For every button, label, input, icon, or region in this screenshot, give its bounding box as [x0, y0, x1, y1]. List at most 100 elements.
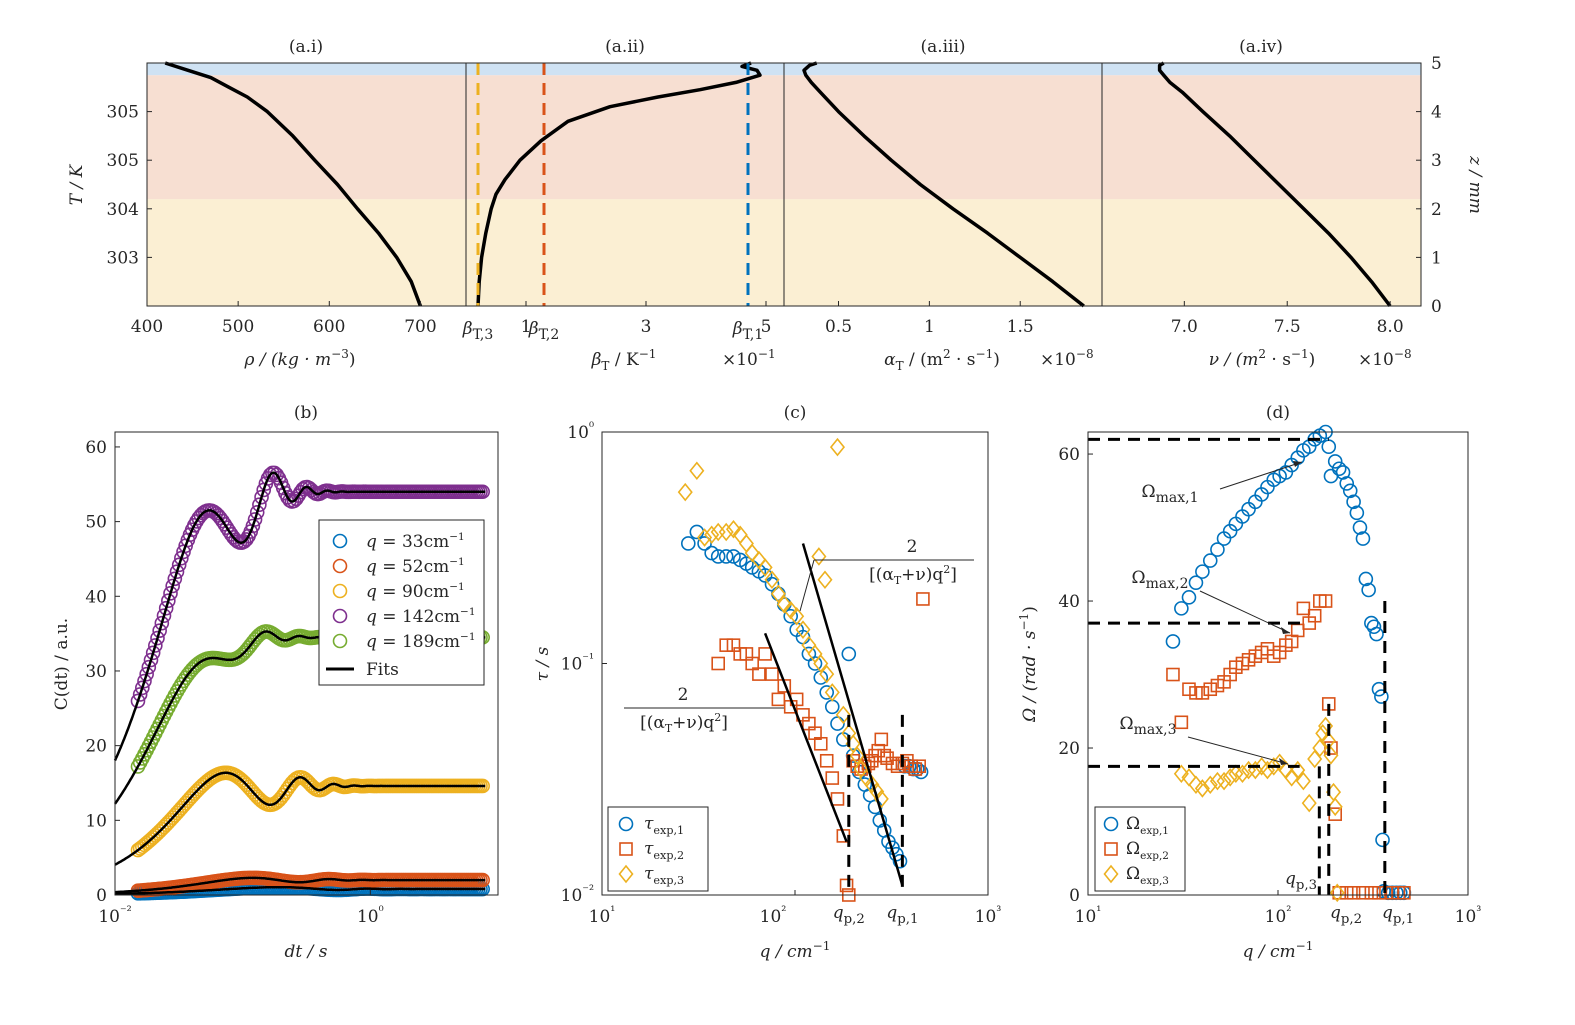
data-point-c-3 — [829, 437, 846, 457]
legend-marker-b-5 — [332, 633, 348, 649]
data-point-b-4 — [132, 687, 148, 702]
data-point-b-4 — [156, 608, 172, 623]
data-point-b-4 — [143, 652, 159, 668]
title-a-iii: (a.iii) — [920, 37, 965, 57]
data-point-c-3 — [813, 654, 829, 673]
data-point-c-3 — [677, 482, 693, 502]
data-point-c-2 — [719, 638, 733, 652]
ytick-label-a-right: 3 — [1431, 151, 1442, 171]
data-point-c-1 — [689, 524, 705, 540]
data-point-b-4 — [152, 623, 167, 638]
data-point-b-4 — [239, 532, 254, 547]
data-point-d-3 — [1173, 764, 1189, 784]
data-point-c-2 — [916, 592, 930, 606]
ytick-label-a-left: 305 — [107, 103, 139, 123]
xtick-label-a-2: 1 — [521, 317, 532, 337]
ytick-label-c: 10⁻¹ — [561, 651, 594, 675]
data-point-b-4 — [135, 680, 150, 696]
data-point-d-2 — [1307, 608, 1322, 623]
a-beta-markers — [476, 63, 750, 306]
data-point-d-3 — [1327, 797, 1343, 817]
ylabel-b: C(dt) / a.u. — [52, 618, 72, 710]
data-point-b-4 — [137, 673, 152, 689]
ytick-label-d: 0 — [1069, 886, 1080, 906]
beta-marker-label-1: βT,3 — [462, 319, 493, 343]
data-point-b-4 — [165, 578, 180, 594]
title-d: (d) — [1266, 403, 1290, 423]
data-point-c-2 — [885, 756, 900, 771]
profile-curve-2 — [476, 61, 762, 307]
legend-label-c-1: τexp,1 — [644, 814, 684, 837]
xtick-label-c: 10¹ — [589, 903, 616, 927]
data-point-c-2 — [758, 647, 772, 661]
data-point-c-3 — [789, 606, 805, 626]
data-point-d-1 — [1331, 461, 1347, 477]
frac-left-den: [(αT+ν)q2] — [640, 711, 728, 735]
legend-marker-b-2 — [332, 558, 348, 574]
ytick-label-b: 30 — [85, 662, 107, 682]
data-point-c-3 — [819, 664, 835, 684]
legend-marker-c-2 — [619, 842, 633, 856]
data-point-c-3 — [776, 595, 792, 614]
ytick-label-a-right: 4 — [1431, 103, 1442, 123]
title-a-ii: (a.ii) — [605, 37, 645, 57]
axes-box-b — [114, 431, 499, 896]
b-axes: 0 10 20 30 40 50 60 10⁻² 10⁰ — [85, 431, 499, 927]
series-c-3 — [677, 437, 889, 809]
data-point-b-4 — [158, 600, 174, 616]
ytick-label-b: 10 — [85, 811, 107, 831]
data-point-c-3 — [725, 520, 742, 539]
ylabel-a: T / K — [67, 163, 87, 205]
data-point-d-3 — [1194, 779, 1210, 798]
xlabel-b: dt / s — [285, 942, 328, 962]
legend-marker-d-1 — [1103, 816, 1119, 832]
qp-label-c-2: qp,1 — [886, 903, 918, 927]
data-point-c-3 — [824, 683, 840, 702]
ytick-label-b: 0 — [96, 886, 107, 906]
data-point-c-3 — [718, 522, 734, 542]
data-point-c-1 — [697, 536, 712, 551]
data-point-d-1 — [1375, 832, 1390, 848]
data-point-c-1 — [841, 646, 857, 662]
data-point-c-3 — [770, 584, 786, 604]
xlabel-a-i: ρ / (kg · m−3) — [243, 347, 355, 370]
xtick-label-a-1: 700 — [404, 317, 436, 337]
data-point-d-1 — [1355, 531, 1371, 546]
data-point-d-2 — [1346, 885, 1361, 900]
legend-label-b-4: q = 142cm−1 — [366, 606, 476, 627]
omega-max-label-3: Ωmax,3 — [1120, 714, 1177, 738]
fit-line-b-2 — [114, 876, 486, 894]
data-point-d-1 — [1358, 571, 1374, 587]
data-point-d-1 — [1327, 454, 1343, 469]
ytick-label-b: 50 — [85, 513, 107, 533]
qp-label-d-3: qp,1 — [1382, 903, 1414, 927]
title-a-iv: (a.iv) — [1239, 37, 1283, 57]
data-point-b-4 — [145, 645, 161, 661]
data-point-d-1 — [1374, 689, 1389, 704]
data-point-d-3 — [1234, 764, 1250, 784]
data-point-d-2 — [1290, 623, 1305, 638]
d-annotations: Ωmax,1 Ωmax,2 Ωmax,3 — [1120, 461, 1303, 765]
data-point-d-3 — [1216, 771, 1232, 791]
data-point-b-4 — [228, 532, 243, 548]
data-point-c-2 — [874, 732, 889, 747]
data-point-d-2 — [1182, 682, 1196, 697]
data-point-d-1 — [1195, 564, 1210, 579]
legend-label-b-1: q = 33cm−1 — [366, 531, 465, 552]
xlabel-c: q / cm−1 — [760, 939, 831, 962]
data-point-d-1 — [1202, 553, 1218, 568]
data-point-c-2 — [904, 759, 918, 774]
qp-label-d-2: qp,2 — [1330, 903, 1362, 927]
xtick-label-b: 10⁰ — [357, 903, 384, 927]
xtick-label-c: 10² — [760, 903, 787, 927]
data-point-b-4 — [167, 571, 183, 587]
xlabel-a-iii: αT / (m2 · s−1) — [884, 347, 1000, 373]
xtick-label-a-4: 7.5 — [1274, 317, 1301, 337]
data-point-c-3 — [835, 705, 851, 725]
data-point-c-1 — [710, 549, 726, 564]
data-point-d-2 — [1174, 715, 1189, 730]
data-point-d-1 — [1346, 494, 1361, 510]
